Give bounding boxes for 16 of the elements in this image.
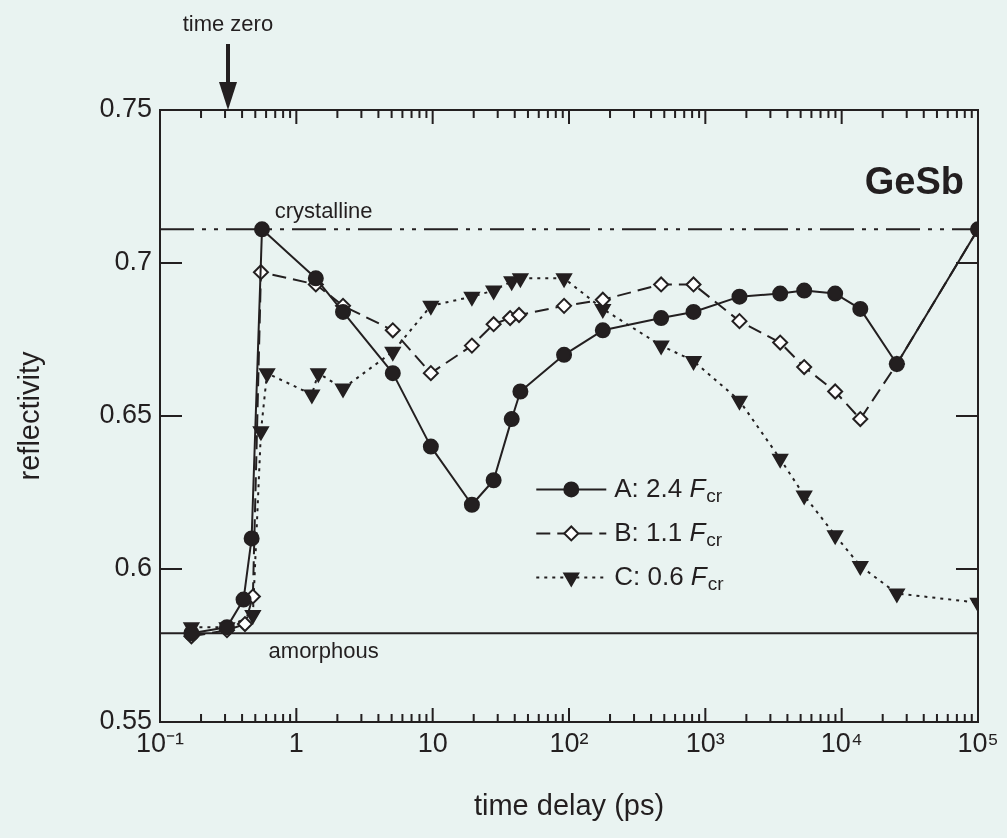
x-tick-label: 10 <box>417 727 448 758</box>
text: time zero <box>182 11 274 37</box>
x-tick-label: 10⁴ <box>820 727 863 758</box>
y-tick-label: 0.7 <box>114 246 152 277</box>
x-axis-title: time delay (ps) <box>473 788 665 821</box>
x-tick-label: 10⁵ <box>957 727 999 758</box>
y-tick-label: 0.6 <box>114 552 152 583</box>
y-tick-label: 0.75 <box>99 93 152 124</box>
y-tick-label: 0.65 <box>99 399 152 430</box>
ref-line-label: crystalline <box>274 198 373 224</box>
x-tick-label: 10³ <box>685 727 725 758</box>
y-axis-title: reflectivity <box>13 351 46 481</box>
x-tick-label: 10² <box>549 727 589 758</box>
x-tick-label: 1 <box>288 727 304 758</box>
annotation: GeSb <box>864 160 964 203</box>
ref-line-label: amorphous <box>268 638 379 664</box>
